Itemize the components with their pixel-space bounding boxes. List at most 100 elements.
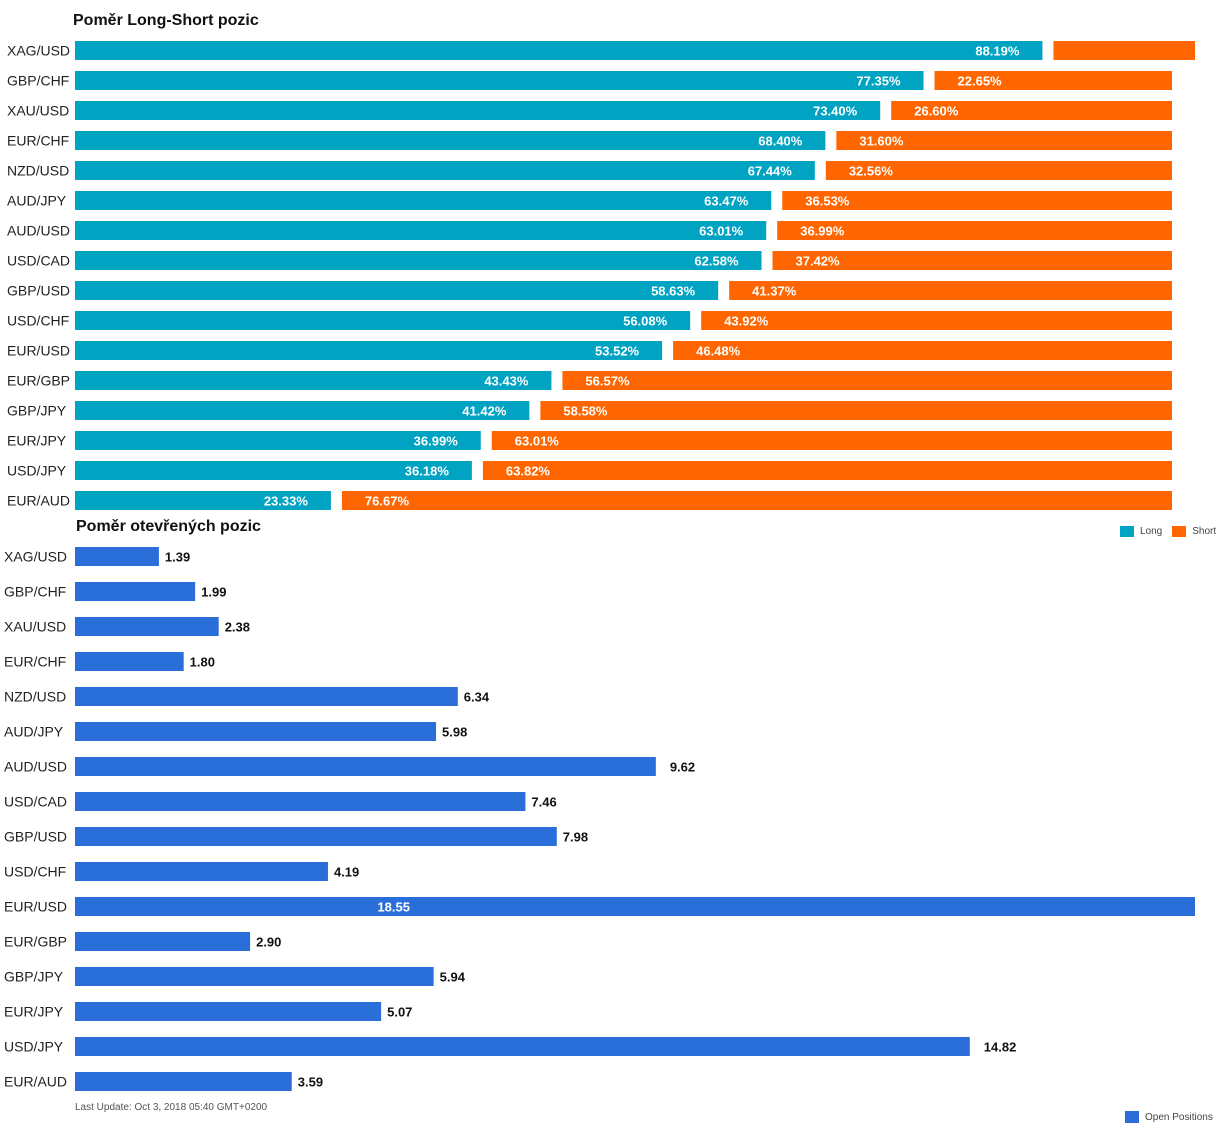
open-positions-bar-usd-jpy	[75, 1037, 970, 1056]
short-bar-eur-usd	[673, 341, 1172, 360]
short-value-label-usd-jpy: 63.82%	[506, 464, 551, 479]
axis-label-eur-usd: EUR/USD	[7, 343, 70, 359]
long-bar-eur-jpy	[75, 431, 481, 450]
short-value-label-gbp-jpy: 58.58%	[563, 404, 608, 419]
long-value-label-eur-aud: 23.33%	[264, 494, 309, 509]
long-short-legend: Long Short	[1120, 526, 1216, 537]
open-positions-value-label-gbp-jpy: 5.94	[440, 970, 466, 985]
long-bar-aud-jpy	[75, 191, 772, 210]
legend-item-short[interactable]: Short	[1172, 526, 1216, 537]
long-value-label-eur-gbp: 43.43%	[484, 374, 529, 389]
short-bar-eur-jpy	[491, 431, 1173, 450]
open-positions-bar-eur-chf	[75, 652, 184, 671]
op-axis-label-usd-chf: USD/CHF	[4, 864, 66, 880]
short-bar-aud-jpy	[782, 191, 1172, 210]
op-axis-label-gbp-usd: GBP/USD	[4, 829, 67, 845]
op-axis-label-aud-usd: AUD/USD	[4, 759, 67, 775]
open-positions-value-label-eur-jpy: 5.07	[387, 1005, 412, 1020]
open-positions-bar-aud-usd	[75, 757, 656, 776]
long-bar-gbp-jpy	[75, 401, 530, 420]
op-axis-label-eur-aud: EUR/AUD	[4, 1074, 67, 1090]
long-value-label-xag-usd: 88.19%	[975, 44, 1020, 59]
short-bar-usd-cad	[772, 251, 1172, 270]
op-axis-label-xag-usd: XAG/USD	[4, 549, 67, 565]
long-bar-eur-aud	[75, 491, 331, 510]
open-positions-bar-eur-gbp	[75, 932, 251, 951]
long-value-label-gbp-chf: 77.35%	[856, 74, 901, 89]
open-positions-chart-title: Poměr otevřených pozic	[76, 518, 261, 535]
open-positions-bar-xag-usd	[75, 547, 159, 566]
short-bar-usd-chf	[701, 311, 1172, 330]
axis-label-eur-chf: EUR/CHF	[7, 133, 69, 149]
axis-label-usd-chf: USD/CHF	[7, 313, 69, 329]
long-bar-gbp-chf	[75, 71, 924, 90]
short-value-label-eur-chf: 31.60%	[859, 134, 904, 149]
long-value-label-usd-cad: 62.58%	[694, 254, 739, 269]
axis-label-xau-usd: XAU/USD	[7, 103, 69, 119]
open-positions-bar-gbp-jpy	[75, 967, 434, 986]
long-bar-xau-usd	[75, 101, 881, 120]
short-bar-aud-usd	[777, 221, 1172, 240]
long-value-label-eur-usd: 53.52%	[595, 344, 640, 359]
long-bar-eur-gbp	[75, 371, 552, 390]
open-positions-value-label-eur-usd: 18.55	[377, 900, 410, 915]
open-positions-bar-xau-usd	[75, 617, 219, 636]
open-positions-value-label-usd-chf: 4.19	[334, 865, 359, 880]
axis-label-usd-cad: USD/CAD	[7, 253, 70, 269]
short-value-label-gbp-chf: 22.65%	[958, 74, 1003, 89]
legend-item-open-positions[interactable]: Open Positions	[1125, 1111, 1213, 1123]
long-short-chart: XAG/USD 88.19% GBP/CHF 77.35% 22.65% XAU/USD 7…	[7, 41, 1195, 510]
axis-label-gbp-chf: GBP/CHF	[7, 73, 69, 89]
short-bar-eur-gbp	[562, 371, 1172, 390]
short-value-label-aud-usd: 36.99%	[800, 224, 845, 239]
long-value-label-aud-jpy: 63.47%	[704, 194, 749, 209]
long-bar-eur-usd	[75, 341, 663, 360]
long-bar-usd-chf	[75, 311, 691, 330]
short-bar-nzd-usd	[825, 161, 1172, 180]
legend-swatch-long	[1120, 526, 1134, 537]
axis-label-aud-jpy: AUD/JPY	[7, 193, 67, 209]
op-axis-label-eur-gbp: EUR/GBP	[4, 934, 67, 950]
open-positions-value-label-aud-jpy: 5.98	[442, 725, 467, 740]
axis-label-nzd-usd: NZD/USD	[7, 163, 69, 179]
long-value-label-eur-jpy: 36.99%	[414, 434, 459, 449]
long-bar-usd-jpy	[75, 461, 472, 480]
legend-label-long: Long	[1140, 526, 1163, 537]
short-bar-gbp-usd	[729, 281, 1172, 300]
short-value-label-eur-usd: 46.48%	[696, 344, 741, 359]
open-positions-value-label-gbp-chf: 1.99	[201, 585, 226, 600]
short-value-label-eur-gbp: 56.57%	[585, 374, 630, 389]
op-axis-label-gbp-chf: GBP/CHF	[4, 584, 66, 600]
long-bar-eur-chf	[75, 131, 826, 150]
open-positions-bar-eur-aud	[75, 1072, 292, 1091]
op-axis-label-xau-usd: XAU/USD	[4, 619, 66, 635]
short-value-label-aud-jpy: 36.53%	[805, 194, 850, 209]
open-positions-value-label-aud-usd: 9.62	[670, 760, 695, 775]
axis-label-usd-jpy: USD/JPY	[7, 463, 67, 479]
open-positions-bar-gbp-chf	[75, 582, 196, 601]
open-positions-value-label-gbp-usd: 7.98	[563, 830, 588, 845]
op-axis-label-usd-cad: USD/CAD	[4, 794, 67, 810]
short-value-label-usd-cad: 37.42%	[796, 254, 841, 269]
op-axis-label-eur-jpy: EUR/JPY	[4, 1004, 64, 1020]
long-bar-nzd-usd	[75, 161, 815, 180]
axis-label-gbp-jpy: GBP/JPY	[7, 403, 67, 419]
open-positions-bar-eur-usd	[75, 897, 1195, 916]
legend-item-long[interactable]: Long	[1120, 526, 1162, 537]
open-positions-bar-usd-chf	[75, 862, 328, 881]
axis-label-eur-aud: EUR/AUD	[7, 493, 70, 509]
op-axis-label-gbp-jpy: GBP/JPY	[4, 969, 64, 985]
op-axis-label-aud-jpy: AUD/JPY	[4, 724, 64, 740]
legend-swatch-open-positions	[1125, 1111, 1139, 1123]
long-value-label-aud-usd: 63.01%	[699, 224, 744, 239]
short-value-label-eur-aud: 76.67%	[365, 494, 410, 509]
long-bar-xag-usd	[75, 41, 1043, 60]
axis-label-eur-jpy: EUR/JPY	[7, 433, 67, 449]
long-bar-gbp-usd	[75, 281, 719, 300]
long-value-label-nzd-usd: 67.44%	[748, 164, 793, 179]
short-bar-eur-aud	[341, 491, 1172, 510]
legend-swatch-short	[1172, 526, 1187, 537]
axis-label-aud-usd: AUD/USD	[7, 223, 70, 239]
